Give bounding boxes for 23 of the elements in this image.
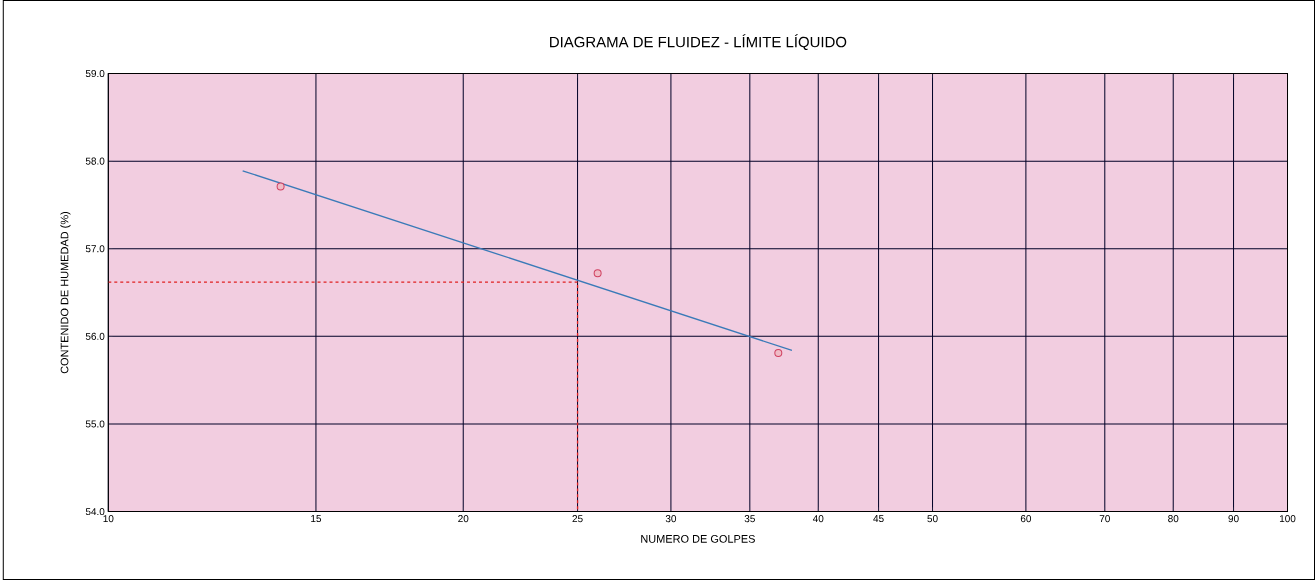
x-tick-label: 100 [1279,515,1296,523]
y-tick-label: 54.0 [85,508,105,516]
y-tick-label: 56.0 [85,332,105,340]
x-tick-label: 60 [1020,515,1032,523]
x-tick-label: 90 [1228,515,1239,523]
y-tick-label: 57.0 [85,245,105,253]
x-tick-label: 30 [665,515,677,523]
y-tick-label: 58.0 [85,157,105,165]
y-tick-label: 59.0 [85,69,105,77]
x-tick-label: 45 [873,515,884,523]
x-tick-label: 80 [1168,515,1179,523]
y-axis-title: CONTENIDO DE HUMEDAD (%) [60,211,71,374]
y-tick-label: 55.0 [85,420,105,428]
x-tick-label: 25 [572,515,583,523]
x-tick-label: 35 [744,515,755,523]
chart-title: DIAGRAMA DE FLUIDEZ - LÍMITE LÍQUIDO [550,34,847,50]
x-tick-label: 50 [927,515,938,523]
x-tick-label: 40 [812,515,824,523]
x-axis-title: NUMERO DE GOLPES [641,534,755,543]
x-tick-label: 15 [311,515,322,523]
x-tick-label: 10 [103,515,114,523]
x-tick-label: 70 [1099,515,1110,523]
x-tick-label: 20 [458,515,469,523]
